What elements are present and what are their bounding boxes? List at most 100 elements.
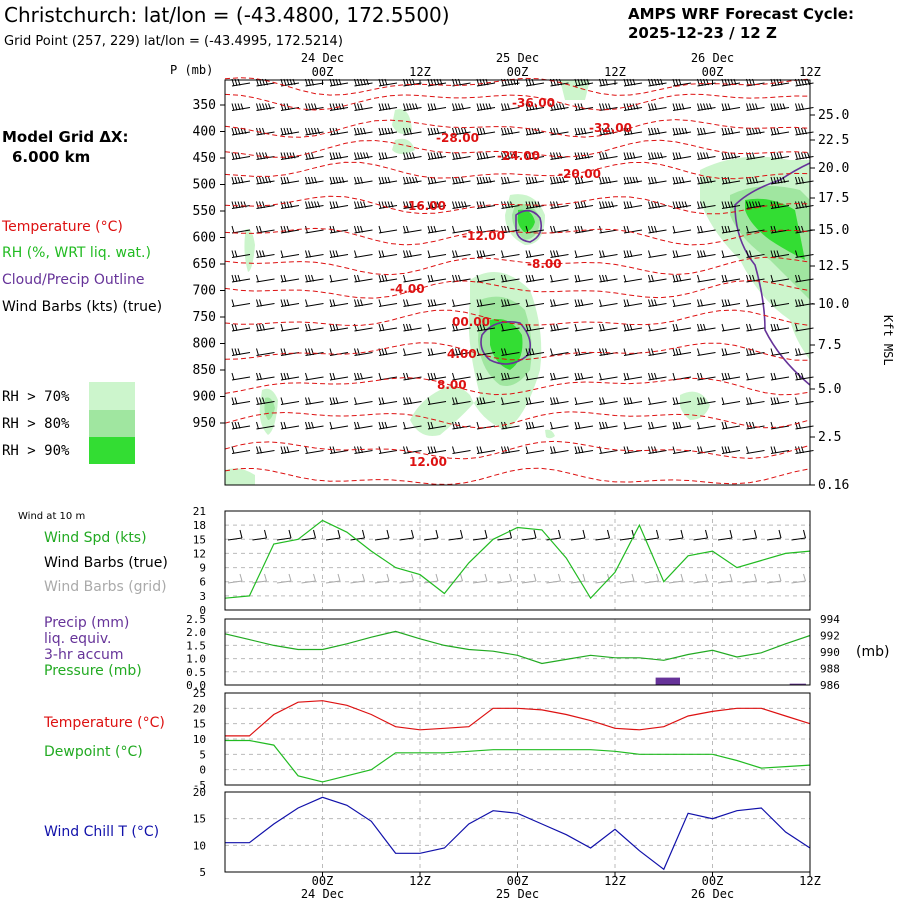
y-tick-label: 0.5 bbox=[186, 666, 206, 679]
wind-barb bbox=[280, 323, 300, 332]
wind-barb bbox=[770, 397, 790, 405]
wind-barb bbox=[476, 446, 496, 454]
pressure-tick-label: 550 bbox=[193, 204, 216, 219]
wind-barb bbox=[501, 397, 520, 405]
wind-barb-true bbox=[595, 529, 610, 541]
wind-barb bbox=[231, 446, 251, 454]
temperature-contour bbox=[224, 119, 811, 138]
wind-barb bbox=[378, 397, 398, 405]
y-tick-label: 21 bbox=[193, 505, 206, 518]
wind-barb bbox=[329, 323, 349, 332]
wind-barb-grid bbox=[497, 573, 512, 584]
wind-barb bbox=[403, 103, 422, 111]
top-date-label: 24 Dec bbox=[301, 51, 344, 65]
pressure-tick-label: 986 bbox=[820, 679, 840, 692]
pressure-tick-label: 988 bbox=[820, 663, 840, 676]
temperature-contour bbox=[224, 77, 811, 96]
temp-label-m28: -28.00 bbox=[436, 131, 479, 145]
wind-barb bbox=[672, 176, 692, 185]
wind-barb bbox=[329, 152, 349, 160]
height-tick-label: 7.5 bbox=[818, 338, 841, 353]
temperature-contours bbox=[224, 77, 811, 485]
wind-barb bbox=[770, 323, 790, 332]
panel-1: 2.52.01.51.00.50.0 994 992 990 988 986 bbox=[186, 613, 840, 692]
model-grid-value: 6.000 km bbox=[12, 148, 90, 166]
wind-barb bbox=[354, 348, 373, 356]
wind-barb-true bbox=[791, 529, 806, 541]
wind-barb bbox=[550, 274, 569, 283]
wind-barb bbox=[648, 152, 667, 160]
temp-label-m20: -20.00 bbox=[558, 167, 601, 181]
windchill-label: Wind Chill T (°C) bbox=[44, 824, 159, 840]
wind-barb bbox=[648, 176, 667, 185]
wind-barb bbox=[672, 348, 692, 356]
wind-barb bbox=[378, 299, 398, 307]
wind-barb-grid bbox=[791, 573, 806, 584]
top-date-label: 25 Dec bbox=[496, 51, 539, 65]
wind-barb bbox=[452, 397, 471, 405]
wind-barb bbox=[672, 397, 692, 405]
height-tick-label: 0.16 bbox=[818, 478, 849, 493]
bottom-time-tick-label: 12Z bbox=[409, 874, 431, 888]
temperature-contour bbox=[224, 342, 811, 361]
wind-barb bbox=[770, 250, 790, 258]
temp-label-8: 8.00 bbox=[437, 378, 467, 392]
wind-barb bbox=[378, 446, 398, 454]
wind-barb bbox=[305, 176, 324, 185]
wind-barb bbox=[623, 250, 643, 258]
wind-barb bbox=[672, 323, 692, 332]
bottom-time-tick-label: 00Z bbox=[312, 874, 334, 888]
wind-barb bbox=[452, 225, 471, 234]
wind-barb bbox=[697, 201, 716, 209]
top-date-label: 26 Dec bbox=[691, 51, 734, 65]
series-line bbox=[225, 739, 811, 783]
wind-barb bbox=[452, 127, 471, 136]
temperature-contour-labels: -36.00 -32.00 -28.00 -24.00 -20.00 -16.0… bbox=[390, 96, 632, 469]
legend-cloud-outline: Cloud/Precip Outline bbox=[2, 272, 145, 288]
wind-barb bbox=[550, 421, 569, 430]
wind-barb-true bbox=[399, 529, 414, 541]
height-axis-label: Kft MSL bbox=[881, 315, 895, 366]
wind-barb bbox=[280, 372, 300, 381]
y-tick-label: 25 bbox=[193, 687, 206, 700]
wind-barb bbox=[721, 397, 741, 405]
wind-barb bbox=[403, 225, 422, 234]
wind-barb-true bbox=[546, 529, 561, 541]
wind-barb bbox=[280, 274, 300, 283]
precip-bar bbox=[655, 677, 680, 685]
pressure-tick-label: 450 bbox=[193, 151, 216, 166]
wind-barb bbox=[305, 446, 324, 454]
height-tick-label: 17.5 bbox=[818, 191, 849, 206]
wind-barb bbox=[476, 323, 496, 332]
y-tick-label: 5 bbox=[199, 748, 206, 761]
wind-barb bbox=[697, 152, 716, 160]
wind-barb bbox=[721, 152, 741, 160]
wind-barb bbox=[770, 274, 790, 283]
wind-barb bbox=[329, 176, 349, 185]
y-tick-label: 20 bbox=[193, 786, 206, 799]
wind-barb bbox=[574, 299, 594, 307]
pressure-tick-label: 994 bbox=[820, 613, 840, 626]
wind-barb bbox=[305, 323, 324, 332]
wind-barb-grid bbox=[766, 573, 782, 584]
wind-barb bbox=[329, 250, 349, 258]
wind-barb bbox=[354, 397, 373, 405]
wind-barb-true bbox=[252, 529, 267, 541]
wind-barb bbox=[574, 176, 594, 185]
wind-barb bbox=[427, 274, 447, 283]
wind-barb bbox=[329, 421, 349, 430]
wind-barb bbox=[746, 176, 765, 185]
precip-bar bbox=[789, 683, 806, 685]
temp-label-m32: -32.00 bbox=[589, 121, 632, 135]
wind-barb bbox=[574, 372, 594, 381]
wind-barb bbox=[574, 323, 594, 332]
wind-barb bbox=[550, 176, 569, 185]
wind-barb bbox=[378, 103, 398, 111]
wind-barb bbox=[721, 323, 741, 332]
wind-barb-grid bbox=[619, 573, 635, 584]
height-ticks: 25.0 22.5 20.0 17.5 15.0 12.5 10.0 7.5 5.0 2.5 0.1… bbox=[810, 108, 849, 493]
wind-barb bbox=[256, 176, 275, 185]
lower-panels: 2118151296302.52.01.51.00.50.09949929909… bbox=[186, 505, 840, 879]
wind-barb bbox=[231, 103, 251, 111]
wind-barb bbox=[256, 348, 275, 356]
